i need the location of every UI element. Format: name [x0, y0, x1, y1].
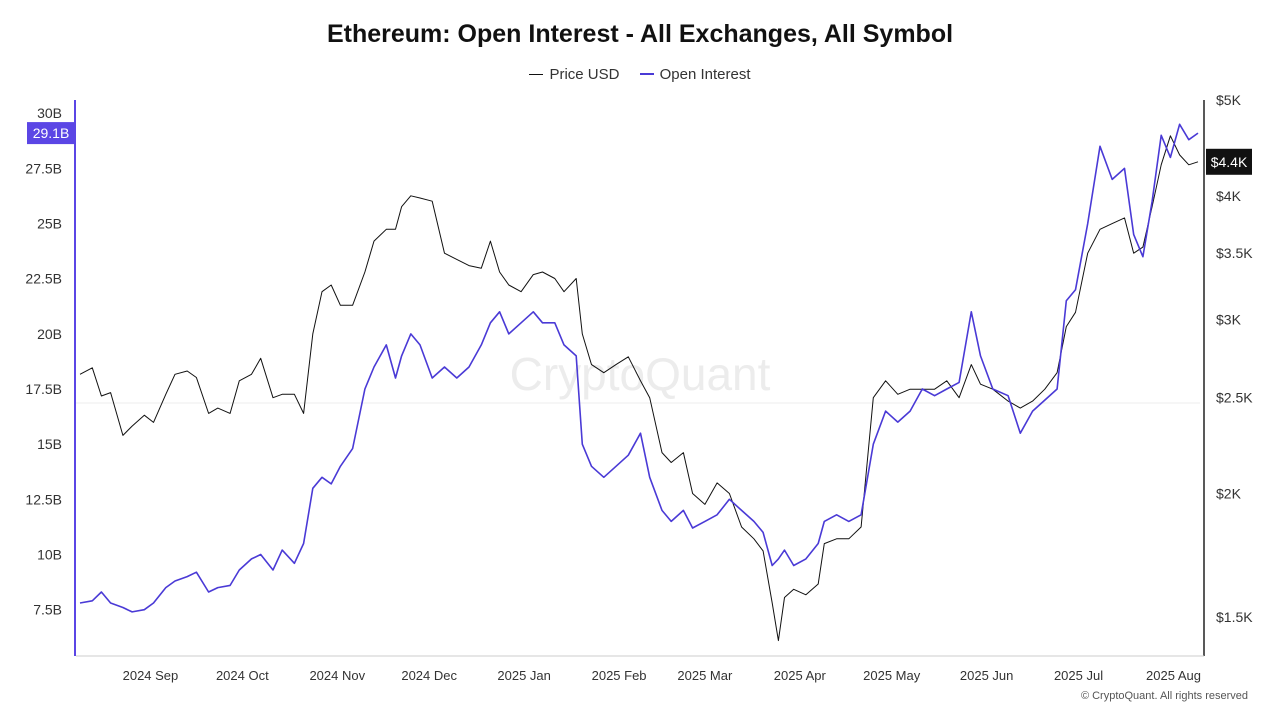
legend-swatch-open-interest [639, 73, 654, 75]
open-interest-current-badge [27, 122, 75, 145]
legend-item-price[interactable]: Price USD [529, 66, 619, 83]
series-layer [79, 123, 1199, 642]
left-axis-ticks: 7.5B 10B 12.5B 15B 17.5B 20B 22.5B 25B 27.5B 30B [25, 105, 62, 617]
right-tick-label: $1.5K [1216, 609, 1253, 625]
open-interest-line[interactable] [79, 123, 1199, 613]
x-tick-label: 2024 Sep [123, 668, 179, 683]
legend-item-open-interest[interactable]: Open Interest [639, 65, 751, 83]
right-tick-label: $4K [1216, 188, 1242, 204]
x-tick-label: 2025 Mar [677, 668, 733, 683]
left-tick-label: 22.5B [25, 271, 62, 287]
value-badges: 29.1B $4.4K [27, 122, 1252, 175]
left-tick-label: 30B [37, 105, 62, 121]
right-tick-label: $2.5K [1216, 390, 1253, 406]
price-current-badge [1206, 148, 1252, 175]
right-tick-label: $2K [1216, 486, 1242, 502]
x-tick-label: 2025 Jun [960, 668, 1014, 683]
left-tick-label: 25B [37, 216, 62, 232]
legend: Price USD Open Interest [0, 62, 1280, 83]
chart-title: Ethereum: Open Interest - All Exchanges,… [326, 20, 954, 48]
x-tick-label: 2024 Nov [309, 668, 365, 683]
x-tick-label: 2025 Jul [1054, 668, 1103, 683]
left-tick-label: 20B [37, 326, 62, 342]
x-tick-label: 2025 Jan [497, 668, 551, 683]
right-tick-label: $3K [1216, 311, 1242, 327]
right-tick-label: $3.5K [1216, 245, 1253, 261]
left-tick-label: 27.5B [25, 160, 62, 176]
right-tick-label: $5K [1216, 92, 1242, 108]
watermark: CryptoQuant [510, 348, 771, 400]
left-tick-label: 7.5B [33, 602, 62, 618]
legend-label-price: Price USD [549, 66, 620, 83]
x-tick-label: 2025 Apr [774, 668, 827, 683]
left-tick-label: 15B [37, 436, 62, 452]
x-tick-label: 2025 Aug [1146, 668, 1201, 683]
x-tick-label: 2025 Feb [592, 668, 647, 683]
left-tick-label: 10B [37, 547, 62, 563]
legend-label-open-interest: Open Interest [659, 65, 751, 83]
left-tick-label: 17.5B [25, 381, 62, 397]
price-current-value: $4.4K [1211, 154, 1248, 170]
right-axis-ticks: $1.5K $2K $2.5K $3K $3.5K $4K $5K [1216, 92, 1253, 625]
x-tick-label: 2024 Dec [401, 668, 457, 683]
x-tick-label: 2025 May [863, 668, 921, 683]
copyright: © CryptoQuant. All rights reserved [1080, 690, 1248, 702]
price-usd-line[interactable] [79, 135, 1199, 642]
open-interest-current-value: 29.1B [33, 125, 70, 141]
legend-swatch-price [529, 74, 544, 75]
x-axis-ticks: 2024 Sep 2024 Oct 2024 Nov 2024 Dec 2025 Jan… [123, 668, 1201, 683]
left-tick-label: 12.5B [25, 491, 62, 507]
x-tick-label: 2024 Oct [216, 668, 269, 683]
